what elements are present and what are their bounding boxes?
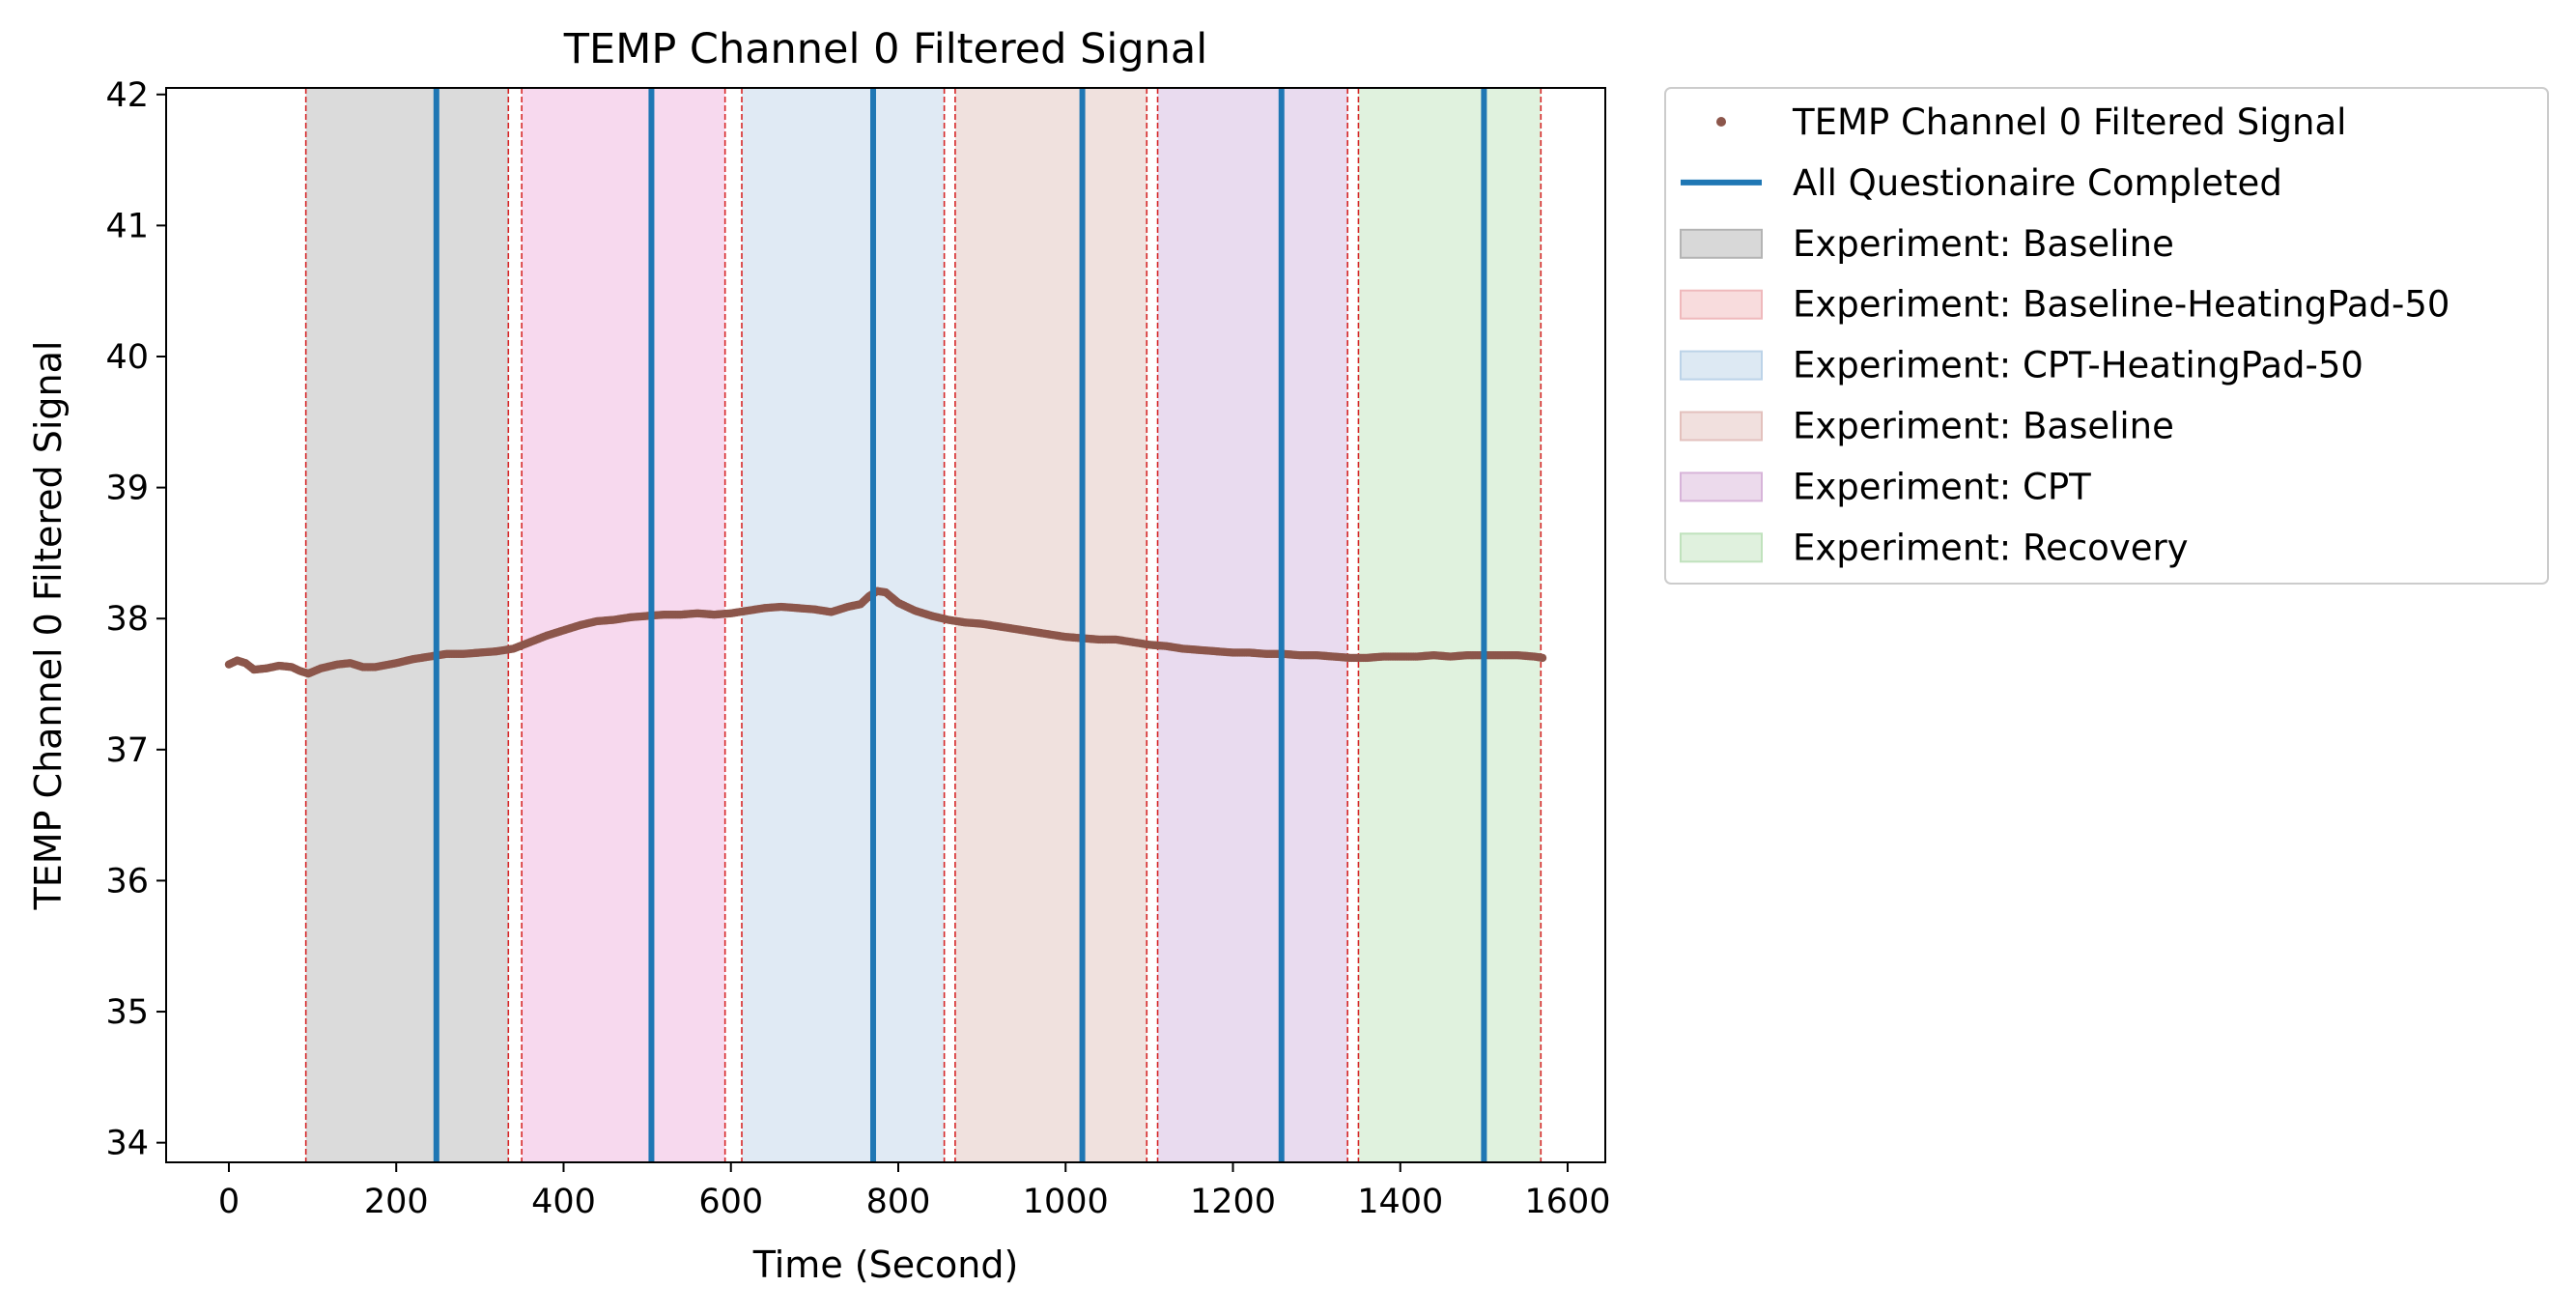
legend-handle-phase-3 [1680,289,1763,320]
legend-handle-phase-4 [1680,350,1763,381]
phase-band-5 [1358,88,1542,1162]
legend-handle-phase-2 [1680,228,1763,259]
legend-label-4: Experiment: CPT-HeatingPad-50 [1793,345,2364,386]
phase-bands [305,88,1542,1162]
x-axis-ticks: 0 200 400 600 800 1000 1200 1400 1600 [218,1162,1611,1221]
x-tick-label-1: 200 [364,1183,429,1221]
legend-frame [1664,87,2549,585]
y-tick-label-7: 41 [105,207,149,245]
y-axis-ticks: 34 35 36 37 38 39 40 41 42 [105,76,166,1163]
phase-band-2 [742,88,945,1162]
questionnaire-lines [433,88,1487,1162]
x-tick-label-8: 1600 [1524,1183,1610,1221]
legend-handle-phase-6 [1680,472,1763,502]
y-tick-label-6: 40 [105,338,149,377]
legend-handle-phase-5 [1680,411,1763,442]
legend-label-5: Experiment: Baseline [1793,406,2174,447]
x-tick-label-4: 800 [866,1183,931,1221]
x-tick-label-6: 1200 [1190,1183,1276,1221]
legend-label-6: Experiment: CPT [1793,466,2091,507]
phase-boundaries [304,88,1543,1162]
plot-frame [165,87,1606,1163]
x-tick-label-3: 600 [698,1183,763,1221]
phase-band-0 [305,88,509,1162]
data-point-0-790 [1538,653,1547,663]
y-tick-label-1: 35 [105,993,149,1032]
chart-title: TEMP Channel 0 Filtered Signal [563,25,1207,73]
signal-series [224,586,1547,678]
y-tick-label-0: 34 [105,1125,149,1163]
x-tick-label-7: 1400 [1357,1183,1443,1221]
x-tick-label-5: 1000 [1023,1183,1109,1221]
x-tick-label-0: 0 [218,1183,240,1221]
y-tick-label-4: 38 [105,600,149,639]
phase-band-4 [1157,88,1348,1162]
phase-band-1 [522,88,725,1162]
legend-handle-signal [1716,117,1726,127]
y-tick-label-2: 36 [105,862,149,900]
legend-label-1: All Questionaire Completed [1793,162,2282,204]
legend: TEMP Channel 0 Filtered Signal All Questi… [1664,87,2549,585]
legend-label-7: Experiment: Recovery [1793,527,2189,568]
legend-handle-phase-7 [1680,532,1763,563]
legend-label-2: Experiment: Baseline [1793,223,2174,265]
y-axis-label: TEMP Channel 0 Filtered Signal [27,341,70,911]
y-tick-label-5: 39 [105,470,149,508]
legend-label-3: Experiment: Baseline-HeatingPad-50 [1793,284,2449,326]
y-tick-label-3: 37 [105,731,149,770]
y-tick-label-8: 42 [105,76,149,115]
x-tick-label-2: 400 [531,1183,596,1221]
legend-label-0: TEMP Channel 0 Filtered Signal [1792,101,2346,143]
x-axis-label: Time (Second) [752,1244,1019,1286]
